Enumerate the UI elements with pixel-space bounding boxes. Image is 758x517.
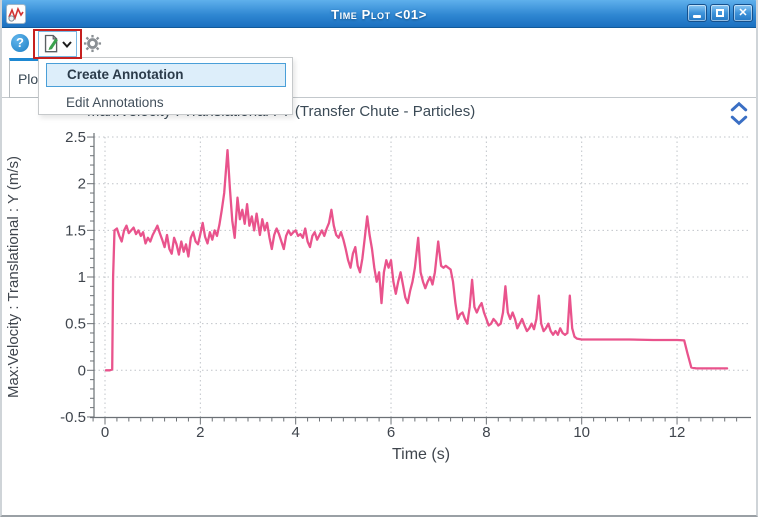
app-icon xyxy=(6,4,26,24)
time-plot-wave-icon xyxy=(8,6,24,22)
tabbar-divider xyxy=(2,97,756,98)
y-axis-label: Max:Velocity : Translational : Y (m/s) xyxy=(5,156,22,398)
x-tick-label: 12 xyxy=(669,424,686,441)
axis-ticks xyxy=(87,136,738,425)
menu-item-edit-annotations[interactable]: Edit Annotations xyxy=(66,95,164,110)
close-icon: ✕ xyxy=(738,6,748,19)
close-button[interactable]: ✕ xyxy=(733,4,753,22)
maximize-button[interactable] xyxy=(710,4,730,22)
x-tick-label: 10 xyxy=(573,424,590,441)
series-line xyxy=(104,148,729,372)
chevron-up-icon xyxy=(730,101,748,112)
x-axis-label: Time (s) xyxy=(392,446,450,463)
y-tick-label: 0.5 xyxy=(65,316,86,333)
window-title: Time Plot <01> xyxy=(331,6,427,22)
collapse-down-button[interactable] xyxy=(730,114,748,127)
y-tick-label: 2.5 xyxy=(65,129,86,146)
settings-button[interactable] xyxy=(83,34,102,53)
tab-plot-label: Plot xyxy=(17,71,43,87)
y-tick-label: 2 xyxy=(78,176,86,193)
annotation-dropdown-button[interactable] xyxy=(38,31,77,57)
y-tick-label: 1 xyxy=(78,269,86,286)
collapse-up-button[interactable] xyxy=(730,100,748,113)
y-tick-label: -0.5 xyxy=(60,409,86,426)
menu-item-create-annotation[interactable]: Create Annotation xyxy=(46,63,286,87)
chevron-down-icon xyxy=(62,40,72,48)
annotation-menu: Create Annotation Edit Annotations xyxy=(38,57,293,115)
titlebar: Time Plot <01> ✕ xyxy=(2,0,756,28)
annotation-page-pencil-icon xyxy=(44,34,58,53)
toolbar: ? xyxy=(2,28,756,59)
x-tick-label: 8 xyxy=(482,424,490,441)
gear-icon xyxy=(83,34,102,53)
window-controls: ✕ xyxy=(687,4,753,22)
minimize-icon xyxy=(693,15,701,18)
help-button[interactable]: ? xyxy=(11,34,29,52)
y-tick-label: 0 xyxy=(78,362,86,379)
x-tick-label: 6 xyxy=(387,424,395,441)
x-tick-label: 0 xyxy=(101,424,109,441)
help-icon: ? xyxy=(16,35,24,50)
gridlines xyxy=(94,136,748,417)
y-tick-label: 1.5 xyxy=(65,222,86,239)
x-tick-label: 4 xyxy=(292,424,300,441)
x-tick-label: 2 xyxy=(196,424,204,441)
chevron-down-icon xyxy=(730,115,748,126)
maximize-icon xyxy=(716,9,724,17)
minimize-button[interactable] xyxy=(687,4,707,22)
time-plot-chart: 0 2 4 6 8 10 12 -0.5 0 0.5 1 1.5 2 2.5 Time (s) Max:Vel… xyxy=(5,129,751,463)
tick-labels: 0 2 4 6 8 10 12 -0.5 0 0.5 1 1.5 2 2.5 xyxy=(60,129,685,441)
